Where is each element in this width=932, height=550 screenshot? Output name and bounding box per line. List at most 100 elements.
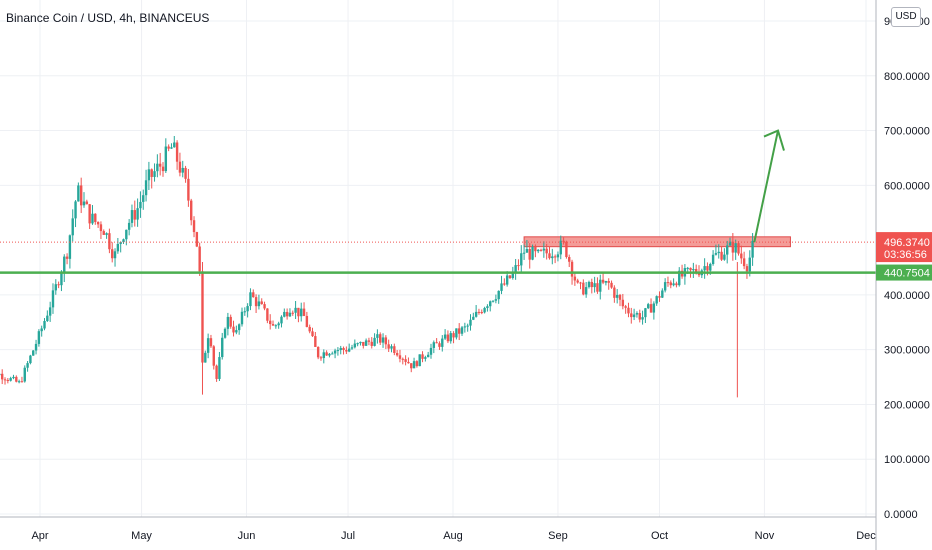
candle-body xyxy=(356,343,359,345)
candle-body xyxy=(370,341,373,346)
candle-body xyxy=(15,376,18,382)
candle-body xyxy=(108,233,111,250)
candle-body xyxy=(669,282,672,286)
candle-body xyxy=(542,248,546,251)
candle-body xyxy=(133,210,136,220)
candle-body xyxy=(545,248,548,254)
candle-body xyxy=(398,355,402,359)
candle-body xyxy=(192,220,196,233)
candle-body xyxy=(714,253,718,255)
currency-button[interactable]: USD xyxy=(891,7,921,27)
candle-body xyxy=(232,326,235,333)
candle-body xyxy=(266,308,269,321)
candle-body xyxy=(607,280,610,283)
y-tick-label: 0.0000 xyxy=(884,509,918,521)
candle-body xyxy=(556,254,560,258)
candle-body xyxy=(480,312,483,314)
candle-body xyxy=(221,337,224,358)
candle-body xyxy=(139,201,142,209)
candle-body xyxy=(51,290,55,308)
y-tick-label: 800.0000 xyxy=(884,71,930,83)
candle-body xyxy=(99,224,103,232)
candle-body xyxy=(672,283,675,286)
candle-body xyxy=(570,261,574,277)
candle-body xyxy=(102,231,105,235)
chart-title: Binance Coin / USD, 4h, BINANCEUS xyxy=(6,11,210,25)
candle-body xyxy=(206,338,210,353)
candle-body xyxy=(77,185,80,202)
candle-body xyxy=(271,324,275,326)
candle-body xyxy=(257,301,261,307)
x-tick-label: Jun xyxy=(238,530,256,542)
candle-body xyxy=(243,311,247,313)
candle-body xyxy=(474,311,478,317)
candle-body xyxy=(57,284,60,286)
candle-body xyxy=(697,272,701,276)
candle-body xyxy=(23,367,26,382)
candle-body xyxy=(316,346,320,358)
candle-body xyxy=(65,256,69,259)
candle-body xyxy=(694,268,698,273)
candle-body xyxy=(362,341,365,346)
candle-body xyxy=(150,169,153,177)
y-tick-label: 100.0000 xyxy=(884,454,930,466)
candle-body xyxy=(469,319,472,326)
candle-body xyxy=(587,281,591,288)
candle-body xyxy=(328,353,331,356)
candle-body xyxy=(237,324,241,331)
candle-body xyxy=(497,290,500,300)
y-tick-label: 400.0000 xyxy=(884,290,930,302)
candle-body xyxy=(314,336,317,347)
candle-body xyxy=(274,325,278,327)
candle-body xyxy=(740,253,743,259)
y-tick-label: 300.0000 xyxy=(884,345,930,357)
candle-body xyxy=(376,334,379,338)
candle-body xyxy=(390,346,393,349)
candle-body xyxy=(483,307,486,313)
candle-body xyxy=(429,347,433,355)
candle-body xyxy=(331,353,334,355)
x-tick-label: Sep xyxy=(548,530,568,542)
candle-body xyxy=(187,178,190,201)
candle-body xyxy=(531,246,534,260)
candle-body xyxy=(240,311,244,325)
candle-body xyxy=(720,251,723,260)
projection-arrow-head xyxy=(763,129,785,151)
candle-body xyxy=(209,338,213,347)
candle-body xyxy=(226,316,230,329)
candle-body xyxy=(503,283,506,285)
candle-body xyxy=(723,254,726,260)
candle-body xyxy=(342,347,345,351)
candle-body xyxy=(113,251,117,259)
candle-body xyxy=(322,352,325,359)
candle-body xyxy=(463,326,467,328)
candle-body xyxy=(325,352,328,356)
candle-body xyxy=(147,169,151,181)
candle-body xyxy=(703,266,706,271)
candle-body xyxy=(215,365,218,379)
candle-body xyxy=(514,265,517,273)
candle-body xyxy=(288,312,292,317)
candle-body xyxy=(678,270,681,286)
candle-body xyxy=(153,171,156,177)
candle-body xyxy=(728,241,732,246)
candle-body xyxy=(486,306,489,308)
candle-body xyxy=(345,350,348,352)
candle-body xyxy=(644,308,647,318)
candle-body xyxy=(144,180,148,196)
candle-body xyxy=(458,328,461,334)
candle-body xyxy=(63,256,66,274)
candle-body xyxy=(596,283,599,292)
candle-body xyxy=(652,303,656,313)
candle-body xyxy=(336,350,340,352)
candle-body xyxy=(48,307,52,316)
candle-body xyxy=(178,161,182,173)
candle-body xyxy=(353,343,357,348)
candle-body xyxy=(3,379,7,381)
x-tick-label: Oct xyxy=(651,530,668,542)
candle-body xyxy=(692,268,695,271)
candle-body xyxy=(164,146,168,172)
candle-body xyxy=(305,315,309,327)
